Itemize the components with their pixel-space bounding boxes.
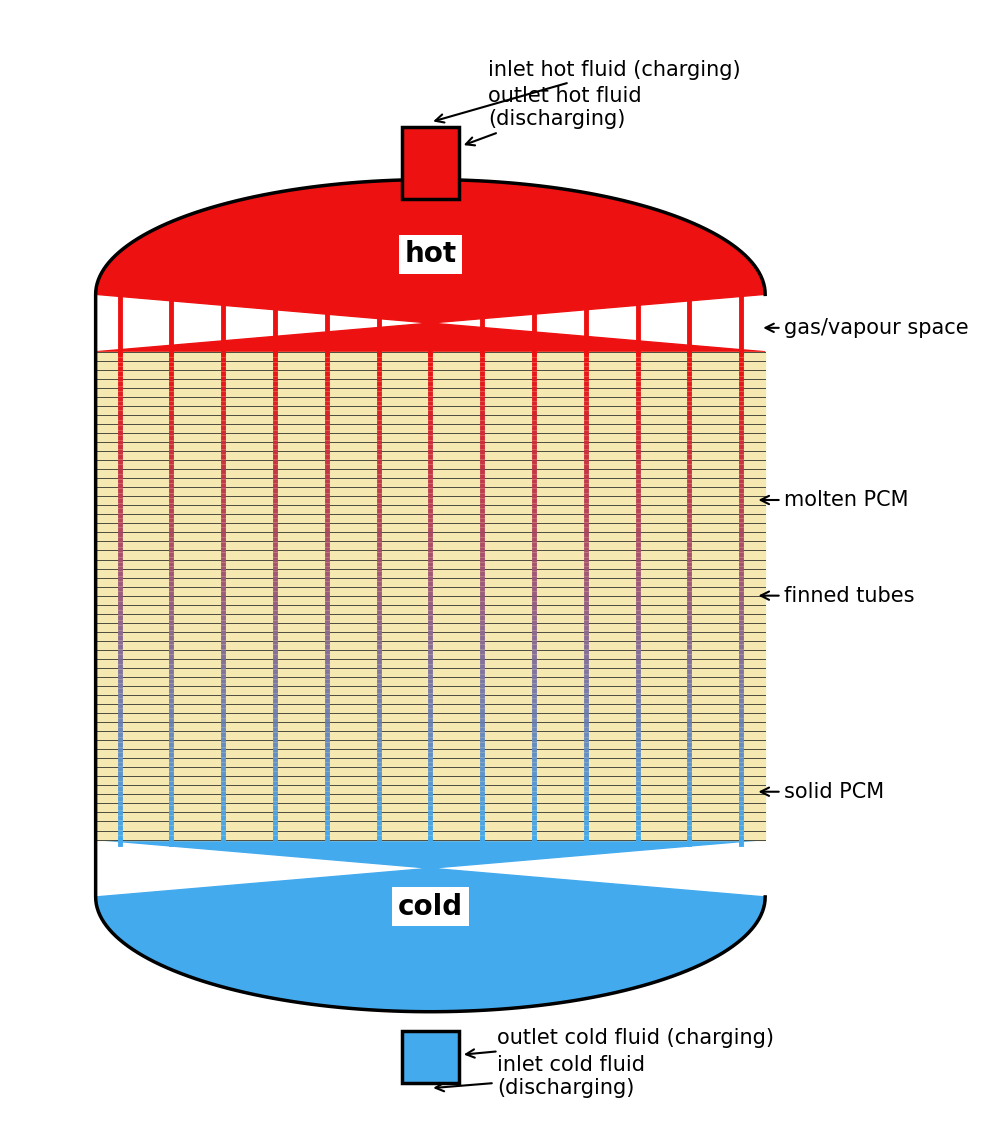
- Text: inlet hot fluid (charging): inlet hot fluid (charging): [435, 60, 740, 122]
- Polygon shape: [96, 180, 765, 352]
- Text: outlet hot fluid
(discharging): outlet hot fluid (discharging): [466, 86, 641, 145]
- Polygon shape: [96, 352, 765, 840]
- Polygon shape: [96, 180, 765, 1012]
- Text: finned tubes: finned tubes: [761, 585, 915, 606]
- Polygon shape: [402, 127, 459, 199]
- Polygon shape: [96, 840, 765, 1012]
- Polygon shape: [402, 1031, 459, 1083]
- Text: hot: hot: [404, 240, 456, 268]
- Text: cold: cold: [398, 892, 463, 920]
- Text: inlet cold fluid
(discharging): inlet cold fluid (discharging): [436, 1055, 645, 1098]
- Text: gas/vapour space: gas/vapour space: [766, 318, 969, 337]
- Text: molten PCM: molten PCM: [761, 490, 909, 511]
- Text: solid PCM: solid PCM: [761, 782, 884, 801]
- Text: outlet cold fluid (charging): outlet cold fluid (charging): [466, 1029, 774, 1057]
